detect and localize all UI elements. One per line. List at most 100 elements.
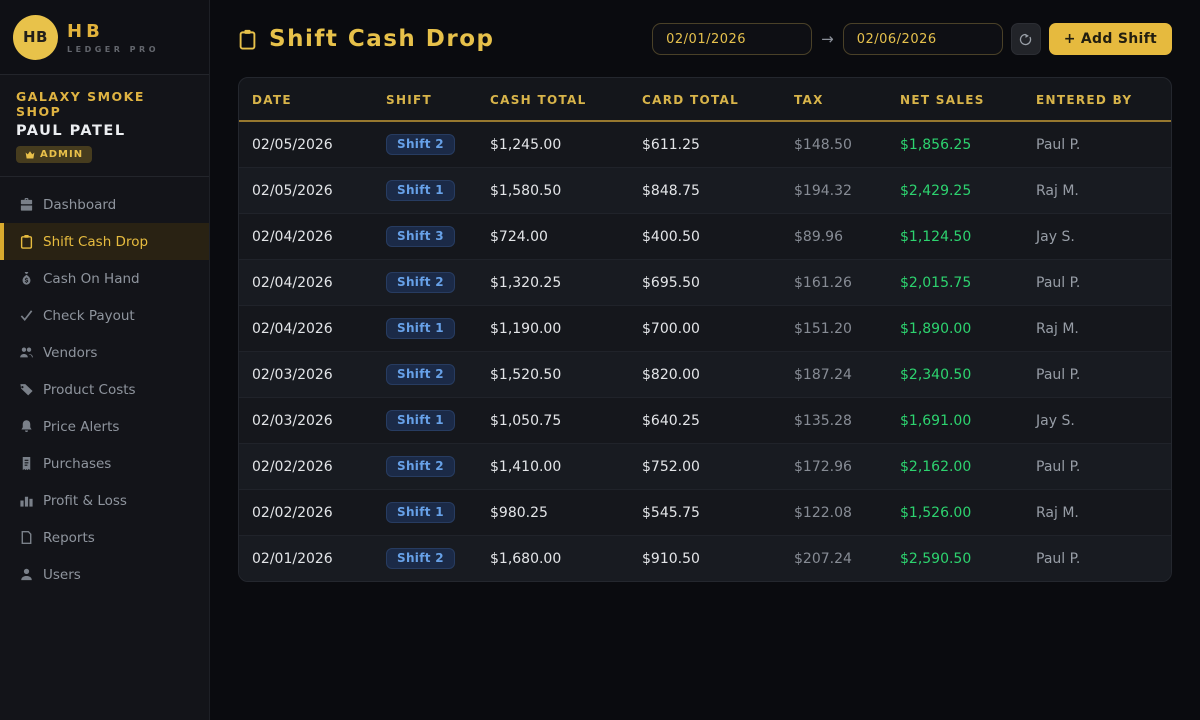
sidebar-item-reports[interactable]: Reports [0,519,209,556]
shift-badge: Shift 2 [386,548,455,569]
sidebar-item-label: Profit & Loss [43,492,127,509]
cell-net-sales: $2,162.00 [900,458,972,475]
column-header-cash-total: CASH TOTAL [477,78,629,122]
logo-area: HB HB LEDGER PRO [0,0,209,75]
cell-entered-by: Raj M. [1036,504,1079,521]
sidebar-item-product-costs[interactable]: Product Costs [0,371,209,408]
cell-shift: Shift 2 [373,444,477,490]
cell-net-sales: $1,691.00 [900,412,972,429]
sidebar-item-users[interactable]: Users [0,556,209,593]
brand-text: HB LEDGER PRO [67,21,159,54]
cell-card-total: $400.50 [642,228,700,245]
receipt-icon [19,456,34,471]
cell-entered-by: Paul P. [1036,136,1081,153]
cell-shift: Shift 3 [373,214,477,260]
cell-date: 02/04/2026 [252,320,333,337]
clipboard-icon [239,29,256,49]
sidebar-item-label: Users [43,566,81,583]
table-row: 02/05/2026 Shift 1 $1,580.50 $848.75 $194.32… [239,167,1171,214]
cell-date: 02/03/2026 [252,366,333,383]
brand-name: HB [67,20,104,42]
cell-net-sales: $1,526.00 [900,504,972,521]
sidebar-item-label: Dashboard [43,196,117,213]
brand-logo: HB [13,14,58,60]
cell-card-total: $611.25 [642,136,700,153]
cell-tax: $172.96 [794,458,852,475]
cell-cash-total: $1,245.00 [490,136,562,153]
cell-tax: $187.24 [794,366,852,383]
sidebar-item-profit-loss[interactable]: Profit & Loss [0,482,209,519]
cell-entered-by: Paul P. [1036,458,1081,475]
cell-tax: $89.96 [794,228,843,245]
role-badge-label: ADMIN [40,149,84,160]
sidebar-item-vendors[interactable]: Vendors [0,334,209,371]
shift-table-card: DATE SHIFT CASH TOTAL CARD TOTAL TAX NET… [238,77,1172,582]
date-to-input[interactable]: 02/06/2026 [842,23,1003,55]
cell-cash-total: $1,580.50 [490,182,562,199]
table-row: 02/03/2026 Shift 2 $1,520.50 $820.00 $187.24… [239,351,1171,398]
add-shift-button[interactable]: + Add Shift [1048,23,1172,55]
cell-card-total: $752.00 [642,458,700,475]
brand-tagline: LEDGER PRO [67,44,160,54]
shift-badge: Shift 2 [386,364,455,385]
table-row: 02/03/2026 Shift 1 $1,050.75 $640.25 $135.28… [239,397,1171,444]
sidebar-item-purchases[interactable]: Purchases [0,445,209,482]
cell-date: 02/05/2026 [252,182,333,199]
cell-net-sales: $2,590.50 [900,550,972,567]
sidebar-item-label: Check Payout [43,307,135,324]
cell-tax: $194.32 [794,182,852,199]
bell-icon [19,419,34,434]
cell-net-sales: $1,856.25 [900,136,972,153]
cell-shift: Shift 2 [373,352,477,398]
column-header-shift: SHIFT [373,78,477,122]
table-row: 02/05/2026 Shift 2 $1,245.00 $611.25 $148.50… [239,121,1171,168]
sidebar-item-label: Shift Cash Drop [43,233,149,250]
cell-date: 02/01/2026 [252,550,333,567]
brand-initials: HB [23,28,48,46]
column-header-date: DATE [239,78,373,122]
column-header-net-sales: NET SALES [887,78,1023,122]
sidebar-item-label: Vendors [43,344,98,361]
main-content: Shift Cash Drop 02/01/2026 → 02/06/2026 … [210,0,1200,720]
page-title-text: Shift Cash Drop [269,26,495,52]
cell-net-sales: $2,015.75 [900,274,972,291]
user-icon [19,567,34,582]
cell-cash-total: $980.25 [490,504,548,521]
refresh-button[interactable] [1010,23,1041,55]
sidebar-item-cash-on-hand[interactable]: Cash On Hand [0,260,209,297]
table-header-row: DATE SHIFT CASH TOTAL CARD TOTAL TAX NET… [239,78,1171,122]
cell-card-total: $695.50 [642,274,700,291]
crown-icon [25,150,35,158]
cell-entered-by: Jay S. [1036,412,1075,429]
cell-card-total: $700.00 [642,320,700,337]
tag-icon [19,382,34,397]
sidebar-item-check-payout[interactable]: Check Payout [0,297,209,334]
column-header-entered-by: ENTERED BY [1023,78,1171,122]
sidebar-item-price-alerts[interactable]: Price Alerts [0,408,209,445]
cell-entered-by: Raj M. [1036,182,1079,199]
check-pen-icon [19,308,34,323]
sidebar-item-shift-cash-drop[interactable]: Shift Cash Drop [0,223,209,260]
clipboard-icon [19,234,34,249]
sidebar-nav: Dashboard Shift Cash Drop Cash On Hand Chec… [0,186,209,593]
sidebar-item-label: Product Costs [43,381,136,398]
people-icon [19,345,34,360]
table-row: 02/04/2026 Shift 1 $1,190.00 $700.00 $151.20… [239,305,1171,352]
shop-name: GALAXY SMOKE SHOP [16,89,145,119]
date-from-input[interactable]: 02/01/2026 [652,23,813,55]
cell-net-sales: $1,124.50 [900,228,972,245]
refresh-icon [1020,33,1032,45]
cell-shift: Shift 1 [373,168,477,214]
shift-badge: Shift 1 [386,318,455,339]
cell-cash-total: $724.00 [490,228,548,245]
cell-cash-total: $1,680.00 [490,550,562,567]
cell-cash-total: $1,410.00 [490,458,562,475]
sidebar-item-label: Cash On Hand [43,270,140,287]
sidebar-item-dashboard[interactable]: Dashboard [0,186,209,223]
page-title: Shift Cash Drop [238,26,495,52]
cell-tax: $148.50 [794,136,852,153]
cell-cash-total: $1,190.00 [490,320,562,337]
sidebar-item-label: Reports [43,529,95,546]
shift-badge: Shift 2 [386,134,455,155]
